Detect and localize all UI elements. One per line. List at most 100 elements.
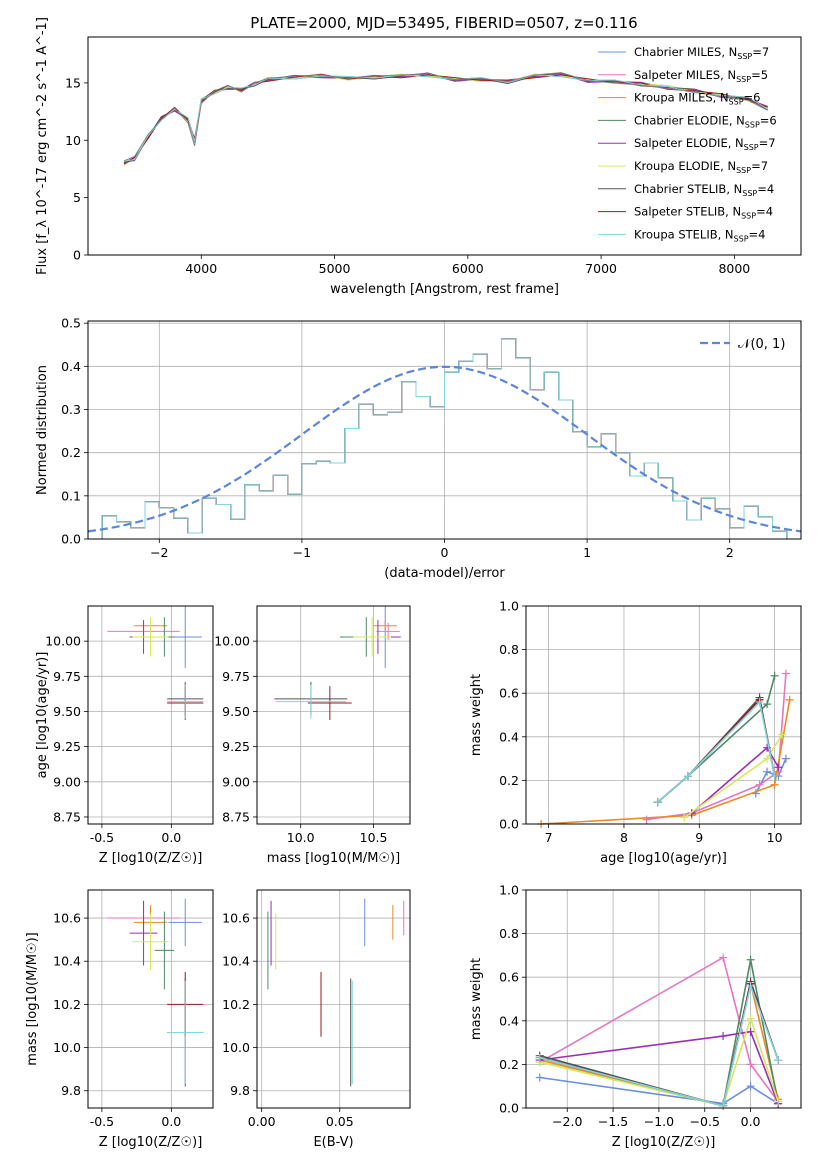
weight_vs_Z-weight-line xyxy=(539,956,779,1102)
weight_vs_age-weight-line xyxy=(657,675,776,803)
age_vs_mass-ytick-label: 9.25 xyxy=(222,739,250,754)
age_vs_Z-frame xyxy=(87,605,214,825)
spectrum-xtick-label: 8000 xyxy=(718,261,750,276)
legend-tail: =7 xyxy=(752,45,769,59)
age_vs_Z-ytick-label: 8.75 xyxy=(53,809,81,824)
weight_vs_Z-ytick-label: 0.0 xyxy=(499,1101,519,1116)
weight_vs_age-ylabel: mass weight xyxy=(469,674,484,756)
weight_vs_age-weight-marker xyxy=(785,695,794,704)
weight_vs_Z-xtick-label: −0.5 xyxy=(690,1114,720,1129)
residuals-ylabel: Normed distribution xyxy=(35,365,50,495)
weight_vs_Z-weight-marker xyxy=(719,1032,728,1041)
mass_vs_Z-ylabel: mass [log10(M/M☉)] xyxy=(25,932,40,1065)
spectrum-ytick-label: 15 xyxy=(65,75,81,90)
mass_vs_EBV-xlabel: E(B-V) xyxy=(313,1135,353,1150)
mass_vs_EBV-plot-area xyxy=(267,898,405,1087)
weight_vs_age-weight-marker xyxy=(778,730,787,739)
residuals-ytick-label: 0.0 xyxy=(61,532,81,547)
mass_vs_EBV-ytick-label: 10.6 xyxy=(222,911,250,926)
weight_vs_age-ytick-label: 1.0 xyxy=(499,599,519,614)
residuals-ytick-label: 0.1 xyxy=(61,488,81,503)
spectrum-xtick-label: 4000 xyxy=(185,261,217,276)
mass_vs_Z-frame xyxy=(87,889,214,1109)
age_vs_mass-plot-area xyxy=(274,606,402,720)
legend-tail: =6 xyxy=(760,113,777,127)
age_vs_Z-ytick-label: 9.50 xyxy=(53,704,81,719)
mass_vs_EBV-ytick-label: 9.8 xyxy=(230,1083,250,1098)
weight_vs_age-xtick-label: 7 xyxy=(545,830,553,845)
legend-tail: =7 xyxy=(751,159,768,173)
weight_vs_Z-weight-marker xyxy=(746,1082,755,1091)
weight_vs_age-weight-marker xyxy=(781,754,790,763)
legend-label: Salpeter ELODIE, NSSP=7 xyxy=(634,136,776,152)
normal-curve xyxy=(87,365,802,533)
mass_vs_EBV-xtick-label: 0.00 xyxy=(248,1114,276,1129)
age_vs_mass-axes: 10.0 10.5 8.75 9.00 9.25 9.50 9.75 10.00 mass [l… xyxy=(214,605,411,866)
weight_vs_age-xtick-label: 10 xyxy=(767,830,783,845)
weight_vs_age-ytick-label: 0.8 xyxy=(499,642,519,657)
age_vs_Z-xtick-label: 0.0 xyxy=(161,830,181,845)
spectrum-xtick-label: 7000 xyxy=(585,261,617,276)
age_vs_mass-xtick-label: 10.5 xyxy=(360,830,388,845)
weight_vs_Z-weight-marker xyxy=(535,1073,544,1082)
age_vs_mass-ytick-label: 9.75 xyxy=(222,669,250,684)
weight_vs_Z-weight-marker xyxy=(535,1053,544,1062)
mass_vs_Z-xlabel: Z [log10(Z/Z☉)] xyxy=(99,1135,203,1150)
age_vs_Z-ytick-label: 10.00 xyxy=(45,634,81,649)
age_vs_Z-xtick-label: -0.5 xyxy=(90,830,114,845)
mass_vs_Z-axes: -0.5 0.0 9.8 10.0 10.2 10.4 10.6 Z [log10(Z/Z☉)… xyxy=(25,889,214,1150)
weight_vs_Z-ytick-label: 0.6 xyxy=(499,970,519,985)
age_vs_mass-ytick-label: 9.50 xyxy=(222,704,250,719)
age_vs_mass-ytick-label: 10.00 xyxy=(214,634,250,649)
weight_vs_age-weight-marker xyxy=(755,697,764,706)
figure-title: PLATE=2000, MJD=53495, FIBERID=0507, z=0… xyxy=(250,14,637,32)
mass_vs_Z-ytick-label: 10.2 xyxy=(53,997,81,1012)
residuals-xtick-label: 2 xyxy=(726,545,734,560)
weight_vs_Z-weight-marker xyxy=(746,1060,755,1069)
mass_vs_EBV-ytick-label: 10.0 xyxy=(222,1040,250,1055)
legend-tail: =7 xyxy=(759,136,776,150)
residuals-ytick-label: 0.4 xyxy=(61,359,81,374)
weight_vs_age-ytick-label: 0.4 xyxy=(499,729,519,744)
weight_vs_age-weight-marker xyxy=(774,763,783,772)
age_vs_Z-plot-area xyxy=(107,606,204,720)
residuals-ytick-label: 0.2 xyxy=(61,445,81,460)
legend-tail: =4 xyxy=(749,227,766,241)
weight_vs_Z-xtick-label: −2.0 xyxy=(552,1114,582,1129)
weight_vs_Z-weight-marker xyxy=(746,981,755,990)
weight_vs_age-weight-marker xyxy=(653,798,662,807)
mass_vs_EBV-xtick-label: 0.05 xyxy=(326,1114,354,1129)
legend-tail: =5 xyxy=(751,68,768,82)
weight_vs_age-xtick-label: 8 xyxy=(620,830,628,845)
weight_vs_Z-weight-marker xyxy=(719,953,728,962)
weight_vs_Z-weight-marker xyxy=(746,955,755,964)
residuals-xtick-label: 0 xyxy=(441,545,449,560)
weight_vs_age-weight-marker xyxy=(770,780,779,789)
age_vs_Z-ytick-label: 9.75 xyxy=(53,669,81,684)
age_vs_mass-ytick-label: 8.75 xyxy=(222,809,250,824)
residuals-ytick-label: 0.3 xyxy=(61,402,81,417)
age_vs_Z-ytick-label: 9.25 xyxy=(53,739,81,754)
weight_vs_age-ytick-label: 0.2 xyxy=(499,773,519,788)
weight_vs_Z-ytick-label: 1.0 xyxy=(499,883,519,898)
mass_vs_Z-xtick-label: -0.5 xyxy=(90,1114,114,1129)
age_vs_mass-frame xyxy=(256,605,411,825)
weight_vs_age-weight-marker xyxy=(680,813,689,822)
spectrum-ytick-label: 0 xyxy=(73,248,81,263)
mass_vs_Z-ytick-label: 9.8 xyxy=(61,1083,81,1098)
weight_vs_Z-ytick-label: 0.2 xyxy=(499,1057,519,1072)
weight_vs_age-weight-marker xyxy=(683,772,692,781)
legend-label: Kroupa MILES, NSSP=6 xyxy=(634,91,760,107)
legend-subscript: SSP xyxy=(741,212,756,221)
age_vs_Z-axes: -0.5 0.0 8.75 9.00 9.25 9.50 9.75 10.00 Z [log10… xyxy=(35,605,214,866)
legend-label: Salpeter STELIB, NSSP=4 xyxy=(634,205,773,221)
age_vs_Z-ylabel: age [log10(age/yr)] xyxy=(35,652,50,779)
spectrum-data-line xyxy=(123,72,768,162)
mass_vs_Z-plot-area xyxy=(107,898,204,1087)
weight_vs_age-weight-marker xyxy=(755,780,764,789)
weight_vs_Z-weight-line xyxy=(539,983,779,1107)
weight_vs_Z-xtick-label: −1.0 xyxy=(644,1114,674,1129)
legend-label: Salpeter MILES, NSSP=5 xyxy=(634,68,768,84)
residual-histogram xyxy=(88,338,801,540)
